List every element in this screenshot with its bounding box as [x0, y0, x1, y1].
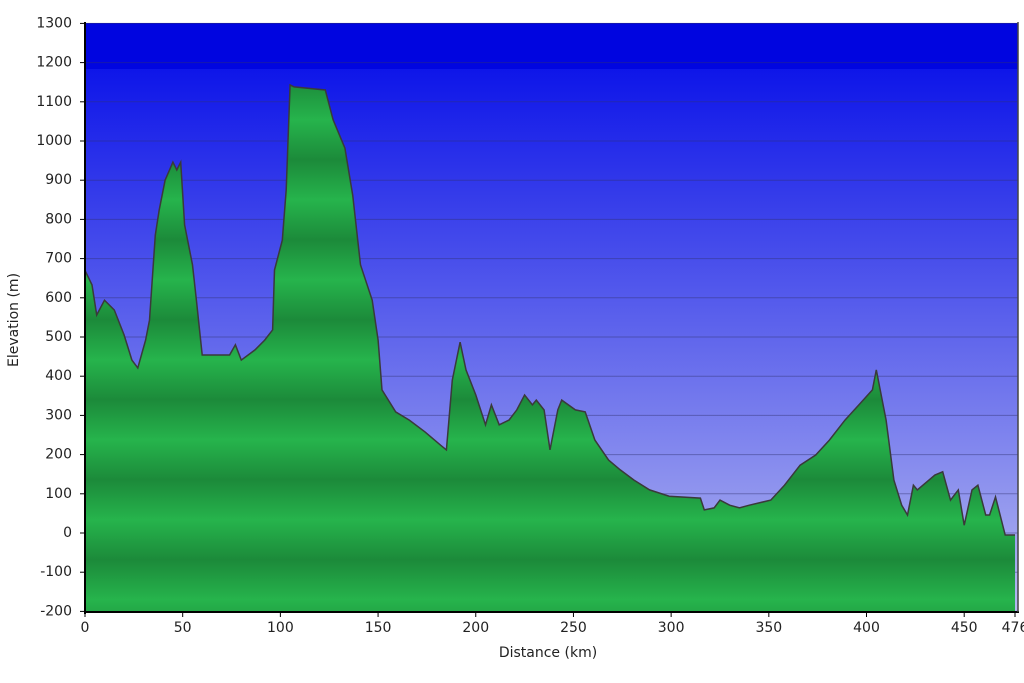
y-tick-label: 600 — [45, 290, 72, 306]
x-tick-label: 100 — [267, 620, 294, 636]
y-tick-label: 500 — [45, 329, 72, 345]
plot-top-band — [85, 23, 1018, 69]
x-tick-label: 476 — [1002, 620, 1024, 636]
x-tick-label: 250 — [560, 620, 587, 636]
x-tick-label: 150 — [365, 620, 392, 636]
y-tick-label: 0 — [63, 525, 72, 541]
y-tick-label: 200 — [45, 447, 72, 463]
y-tick-label: 100 — [45, 486, 72, 502]
y-tick-label: 900 — [45, 172, 72, 188]
y-axis-label: Elevation (m) — [6, 273, 22, 367]
y-tick-label: 1300 — [36, 15, 72, 31]
x-tick-label: 350 — [755, 620, 782, 636]
x-axis-label: Distance (km) — [499, 645, 597, 661]
x-tick-label: 0 — [81, 620, 90, 636]
x-tick-label: 450 — [951, 620, 978, 636]
y-tick-label: 800 — [45, 211, 72, 227]
y-tick-label: 400 — [45, 368, 72, 384]
y-tick-label: -100 — [40, 564, 72, 580]
y-tick-label: 700 — [45, 251, 72, 267]
elevation-line — [84, 83, 1015, 536]
y-tick-label: -200 — [40, 603, 72, 619]
y-tick-label: 1200 — [36, 55, 72, 71]
elevation-area — [85, 84, 1015, 612]
y-tick-label: 1100 — [36, 94, 72, 110]
x-tick-label: 400 — [853, 620, 880, 636]
x-tick-label: 300 — [658, 620, 685, 636]
y-tick-label: 300 — [45, 407, 72, 423]
x-tick-label: 200 — [462, 620, 489, 636]
y-tick-label: 1000 — [36, 133, 72, 149]
x-tick-label: 50 — [174, 620, 192, 636]
